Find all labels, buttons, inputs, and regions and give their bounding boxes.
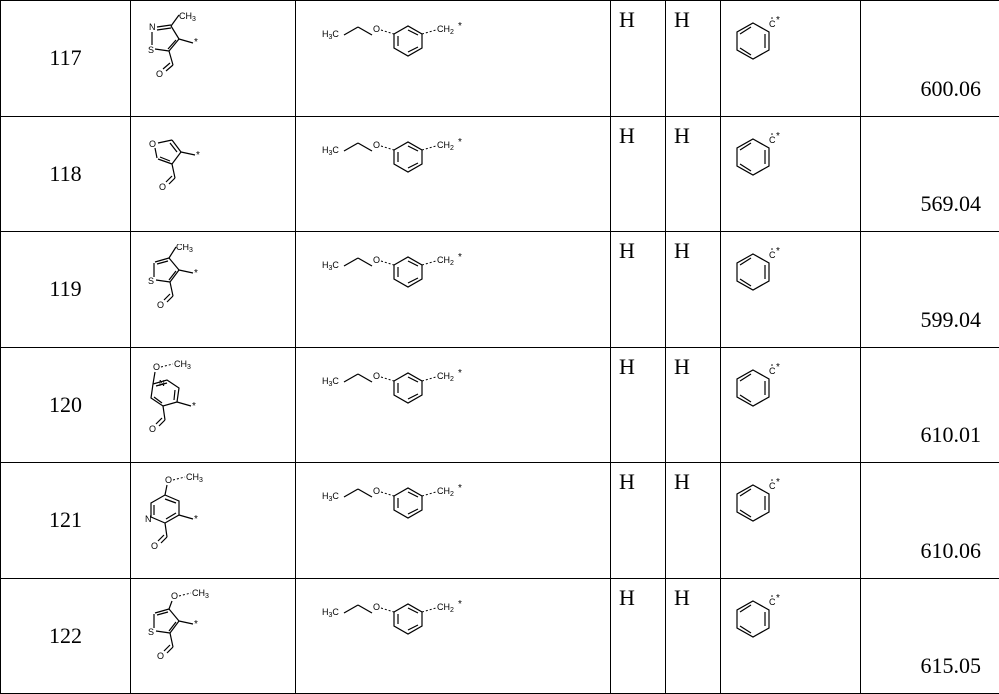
col5-value: H bbox=[666, 579, 720, 611]
structure-1 bbox=[135, 467, 291, 574]
structure-3 bbox=[725, 236, 856, 343]
value: 615.05 bbox=[861, 579, 999, 694]
structure-2 bbox=[300, 352, 606, 459]
structure-2 bbox=[300, 583, 606, 690]
col5-value: H bbox=[666, 348, 720, 380]
structure-1 bbox=[135, 236, 291, 343]
table-row: 121 HH 610.06 bbox=[1, 463, 999, 579]
compound-id: 120 bbox=[1, 348, 130, 463]
structure-3 bbox=[725, 583, 856, 690]
table-row: 122 HH 615.05 bbox=[1, 578, 999, 694]
col5-value: H bbox=[666, 1, 720, 33]
value: 600.06 bbox=[861, 1, 999, 116]
col5-value: H bbox=[666, 117, 720, 149]
col4-value: H bbox=[611, 463, 665, 495]
col4-value: H bbox=[611, 348, 665, 380]
structure-1 bbox=[135, 5, 291, 112]
structure-3 bbox=[725, 121, 856, 228]
structure-3 bbox=[725, 467, 856, 574]
structure-2 bbox=[300, 236, 606, 343]
col4-value: H bbox=[611, 579, 665, 611]
structure-3 bbox=[725, 352, 856, 459]
col5-value: H bbox=[666, 232, 720, 264]
value: 610.06 bbox=[861, 463, 999, 578]
structure-2 bbox=[300, 121, 606, 228]
table-row: 117 HH 600.06 bbox=[1, 1, 999, 117]
table: 117 HH 600.06118 HH 569.04119 HH 599.041… bbox=[0, 0, 999, 694]
compound-id: 119 bbox=[1, 232, 130, 347]
structure-2 bbox=[300, 5, 606, 112]
value: 569.04 bbox=[861, 117, 999, 232]
compound-table: 117 HH 600.06118 HH 569.04119 HH 599.041… bbox=[0, 0, 999, 694]
value: 599.04 bbox=[861, 232, 999, 347]
col4-value: H bbox=[611, 232, 665, 264]
col4-value: H bbox=[611, 1, 665, 33]
table-row: 120 HH 610.01 bbox=[1, 347, 999, 463]
compound-id: 121 bbox=[1, 463, 130, 578]
table-row: 118 HH 569.04 bbox=[1, 116, 999, 232]
col4-value: H bbox=[611, 117, 665, 149]
structure-1 bbox=[135, 352, 291, 459]
structure-3 bbox=[725, 5, 856, 112]
compound-id: 117 bbox=[1, 1, 130, 116]
col5-value: H bbox=[666, 463, 720, 495]
value: 610.01 bbox=[861, 348, 999, 463]
structure-2 bbox=[300, 467, 606, 574]
compound-id: 118 bbox=[1, 117, 130, 232]
structure-1 bbox=[135, 121, 291, 228]
table-row: 119 HH 599.04 bbox=[1, 232, 999, 348]
structure-1 bbox=[135, 583, 291, 690]
compound-id: 122 bbox=[1, 579, 130, 694]
